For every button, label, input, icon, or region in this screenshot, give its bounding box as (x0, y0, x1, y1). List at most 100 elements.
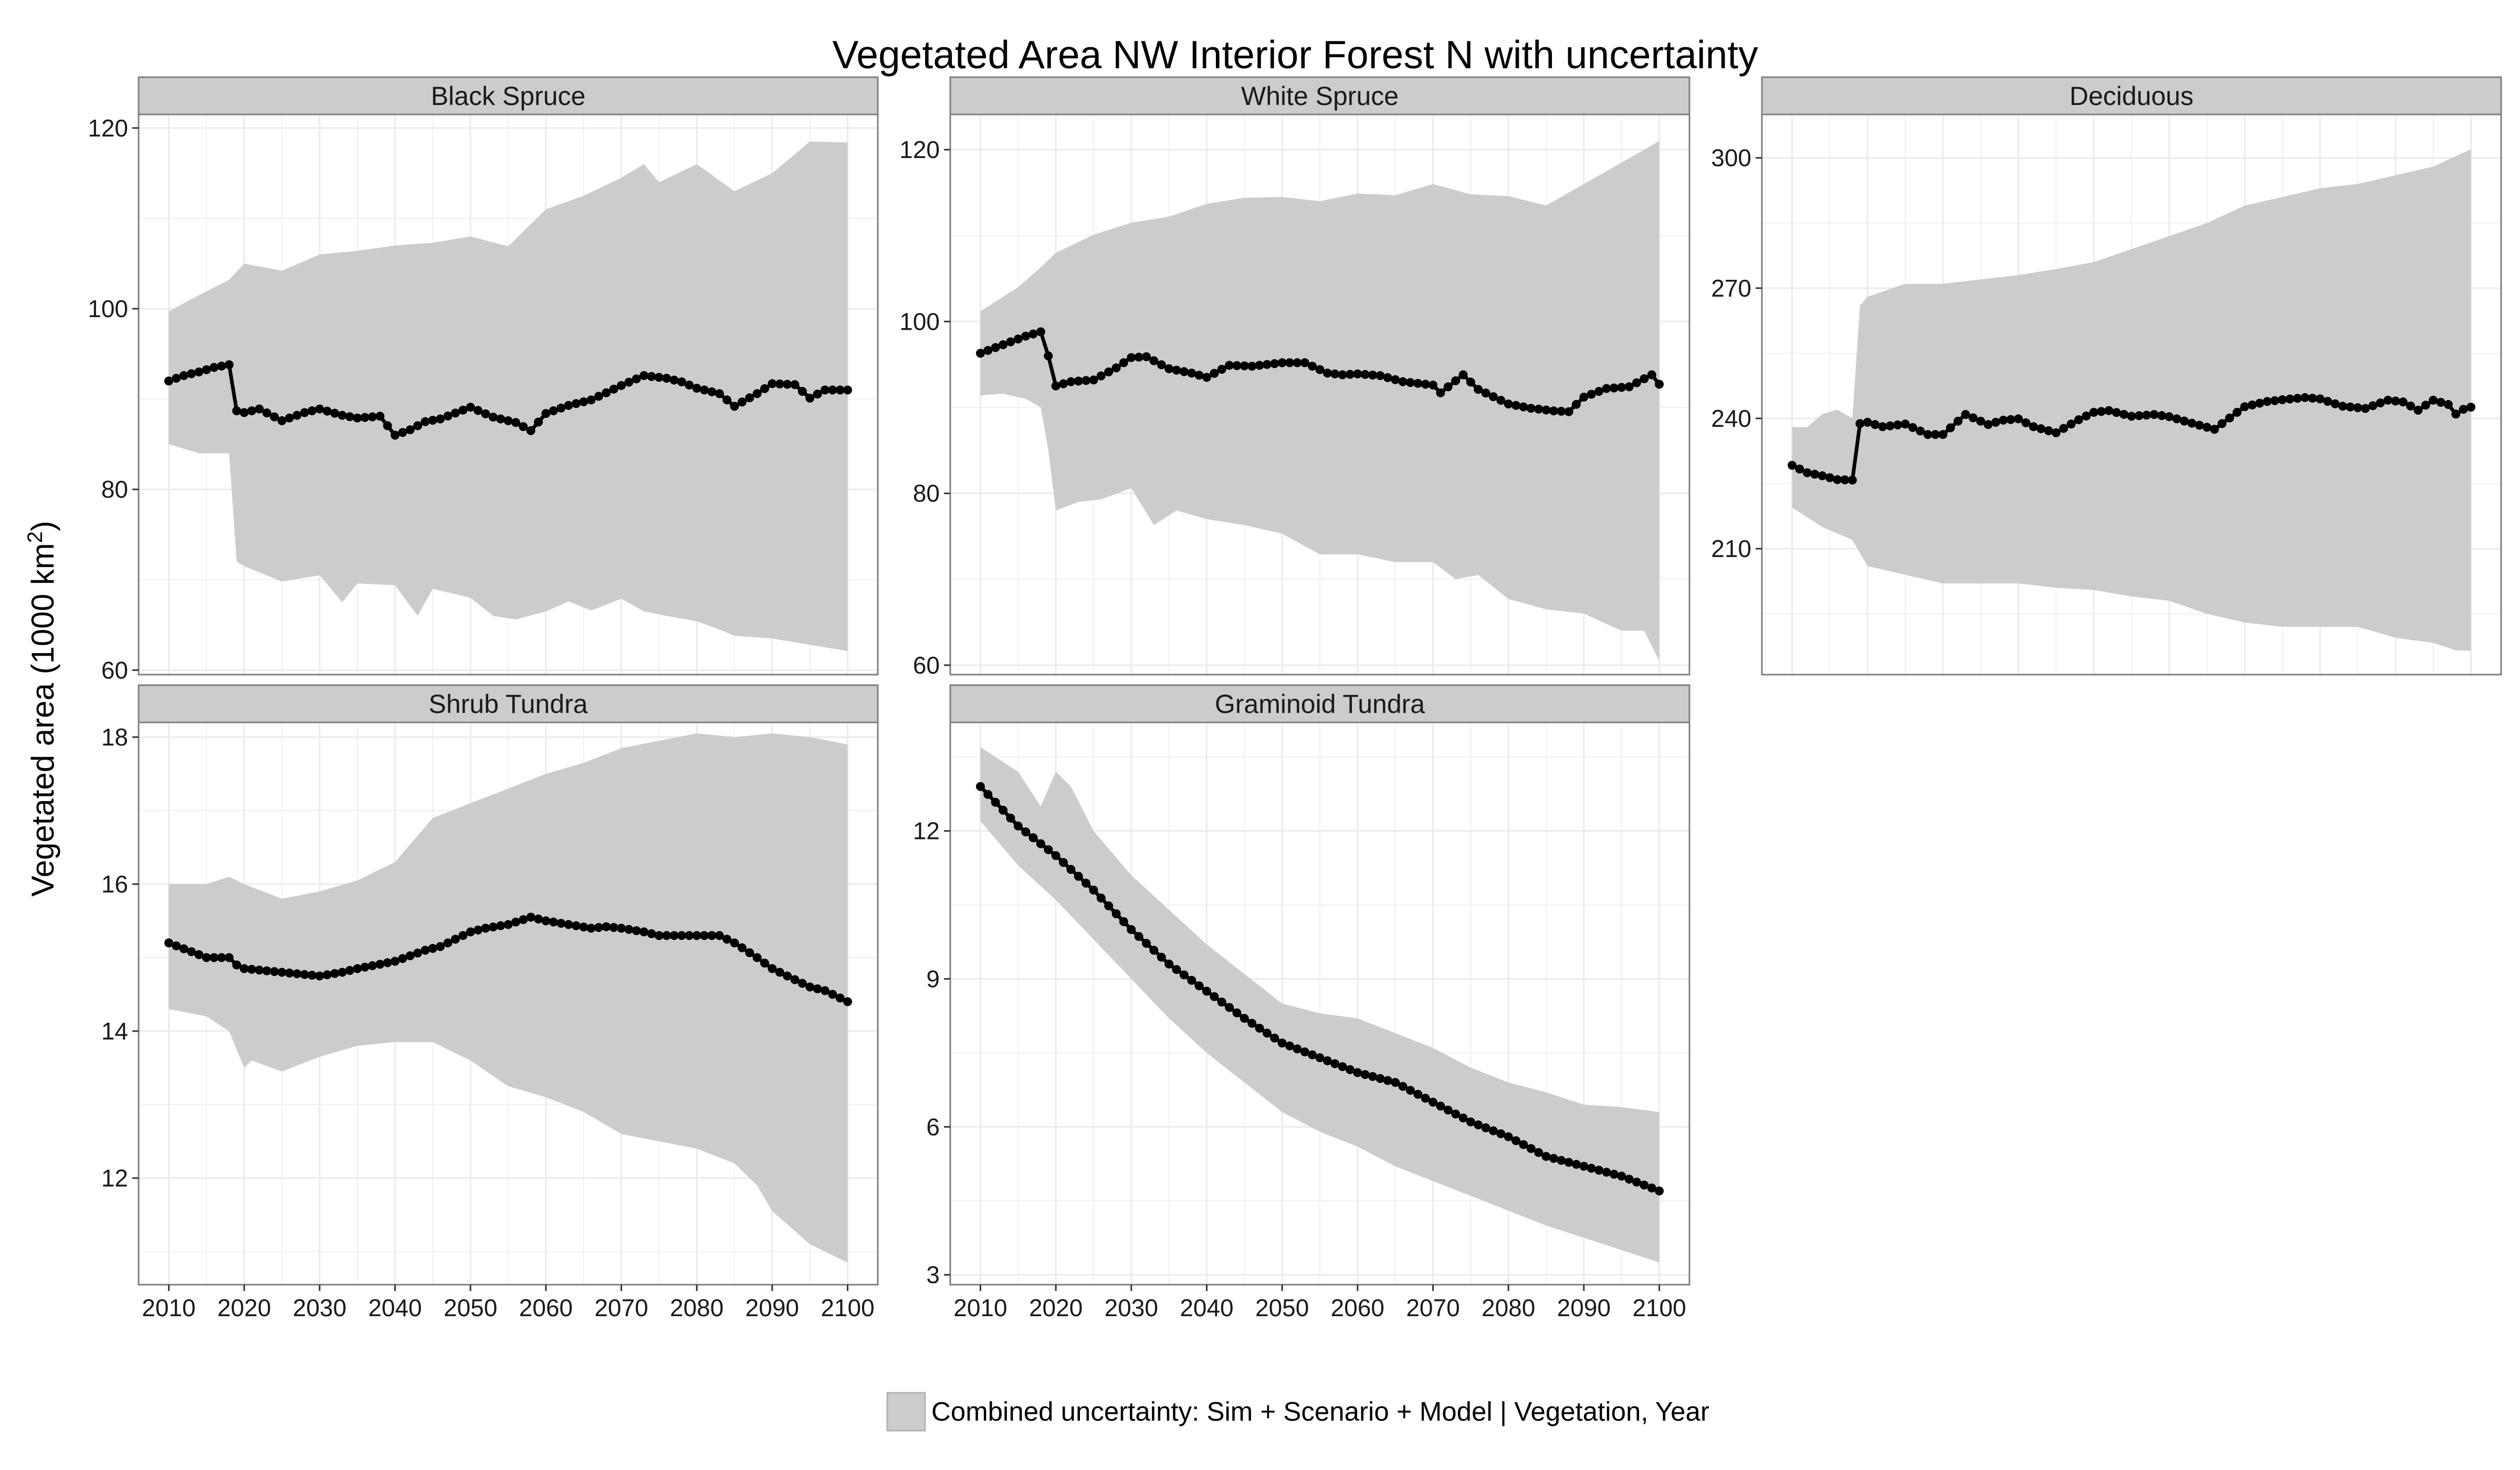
data-point (503, 416, 513, 425)
data-point (1232, 361, 1242, 370)
data-point (466, 927, 475, 937)
x-tick-label: 2050 (444, 1294, 497, 1321)
data-point (1051, 851, 1060, 860)
mean-points (1788, 393, 2475, 485)
data-point (1398, 1082, 1408, 1091)
data-point (481, 409, 490, 418)
data-point (1164, 364, 1174, 373)
data-point (1360, 370, 1370, 379)
legend-label: Combined uncertainty: Sim + Scenario + M… (931, 1396, 1709, 1426)
data-point (2074, 415, 2083, 424)
data-point (345, 966, 354, 975)
data-point (1451, 1109, 1461, 1119)
data-point (760, 959, 769, 968)
data-point (1096, 371, 1106, 381)
data-point (217, 953, 226, 962)
data-point (2368, 401, 2378, 411)
data-point (1519, 1140, 1528, 1149)
data-point (2112, 408, 2121, 417)
data-point (1270, 359, 1279, 369)
x-tick-label: 2090 (1557, 1294, 1611, 1321)
uncertainty-band (169, 733, 848, 1263)
data-point (1802, 468, 1812, 477)
data-point (662, 374, 671, 383)
x-tick-label: 2010 (953, 1294, 1007, 1321)
x-tick-label: 2060 (1331, 1294, 1384, 1321)
data-point (421, 417, 430, 426)
data-point (549, 406, 558, 415)
data-point (534, 915, 543, 923)
data-point (820, 385, 830, 395)
facet-strip-label: Shrub Tundra (429, 689, 588, 719)
data-point (1983, 420, 1993, 429)
data-point (1021, 827, 1031, 837)
data-point (2134, 411, 2144, 421)
data-point (760, 384, 769, 393)
data-point (292, 411, 302, 420)
data-point (549, 917, 558, 927)
x-tick-label: 2010 (142, 1294, 195, 1321)
data-point (172, 374, 181, 383)
data-point (1847, 475, 1857, 485)
facet-graminoid-tundra: Graminoid Tundra 3 6 9 12 2010 2020 2030 2040 205… (913, 684, 1690, 1321)
data-point (1885, 421, 1895, 430)
data-point (1338, 370, 1347, 380)
facet-strip (949, 684, 1690, 723)
data-point (1217, 365, 1226, 374)
data-point (1277, 1038, 1287, 1048)
data-point (991, 343, 1000, 352)
data-point (1134, 932, 1143, 941)
panel-border (1761, 113, 2502, 676)
data-point (1021, 331, 1031, 341)
data-point (1602, 384, 1611, 393)
data-point (1968, 413, 1978, 423)
data-point (639, 927, 649, 937)
data-point (1315, 365, 1325, 374)
data-point (2293, 394, 2302, 403)
facet-deciduous: Deciduous 210 240 270 300 (1711, 76, 2502, 676)
data-point (2172, 414, 2181, 424)
data-point (1930, 430, 1940, 439)
data-point (632, 926, 641, 936)
y-tick-label: 9 (926, 965, 940, 993)
data-point (2277, 395, 2287, 404)
data-point (2006, 415, 2015, 424)
data-point (1602, 1168, 1611, 1177)
data-point (1474, 1120, 1483, 1130)
data-point (2384, 395, 2392, 405)
facet-strip (138, 76, 879, 116)
data-point (247, 964, 256, 974)
data-point (519, 915, 528, 925)
data-point (1285, 1041, 1294, 1051)
data-point (1383, 373, 1392, 382)
data-point (1247, 1018, 1257, 1028)
data-point (474, 406, 482, 415)
data-point (654, 373, 664, 382)
data-point (1632, 378, 1641, 387)
data-point (737, 943, 747, 952)
data-point (1429, 381, 1437, 390)
data-point (2421, 401, 2430, 410)
data-point (1893, 420, 1903, 429)
data-point (285, 413, 294, 423)
mean-points (976, 782, 1664, 1195)
panel-border (949, 721, 1690, 1286)
data-point (1194, 981, 1204, 991)
data-point (285, 968, 294, 978)
data-point (700, 931, 709, 940)
panel-border (949, 113, 1690, 676)
data-point (602, 922, 611, 931)
data-point (322, 406, 332, 416)
data-point (1315, 1053, 1325, 1063)
data-point (383, 958, 392, 968)
data-point (1187, 369, 1196, 378)
data-point (322, 970, 332, 980)
data-point (1179, 970, 1189, 980)
data-point (1044, 845, 1053, 854)
data-point (526, 426, 536, 435)
data-point (1255, 1024, 1264, 1033)
data-point (835, 385, 845, 395)
data-point (1134, 352, 1143, 362)
data-point (1624, 382, 1634, 392)
data-point (466, 403, 475, 412)
